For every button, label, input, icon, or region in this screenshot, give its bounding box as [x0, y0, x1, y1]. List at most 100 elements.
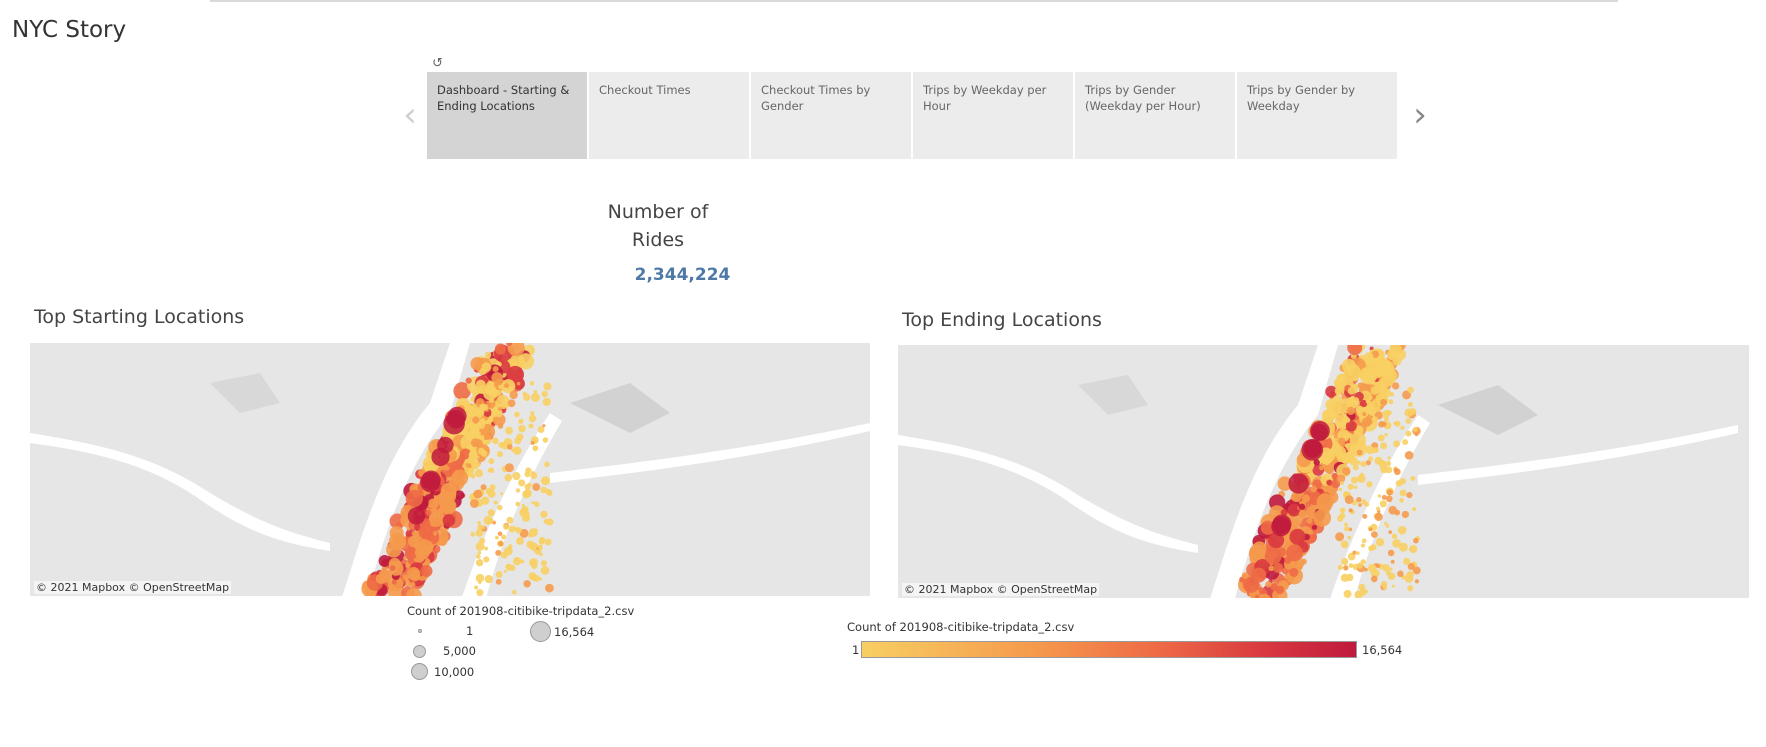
- station-dot: [1385, 524, 1390, 528]
- station-dot: [1326, 479, 1333, 486]
- station-dot: [1272, 514, 1292, 534]
- station-dot: [516, 433, 524, 441]
- station-dot: [487, 518, 494, 524]
- station-dot: [511, 589, 517, 595]
- station-dot: [503, 569, 507, 573]
- station-dot: [1277, 476, 1292, 491]
- station-dot: [375, 573, 387, 584]
- station-dot: [1375, 537, 1385, 547]
- station-dot: [1359, 382, 1371, 394]
- station-dot: [1341, 417, 1346, 422]
- station-dot: [537, 426, 545, 433]
- station-dot: [465, 377, 472, 384]
- station-dot: [504, 463, 514, 473]
- station-dot: [1346, 406, 1355, 416]
- station-dot: [1375, 563, 1381, 569]
- station-dot: [1381, 494, 1387, 500]
- station-dot: [1404, 450, 1414, 460]
- station-dot: [1377, 494, 1381, 498]
- station-dot: [1392, 538, 1401, 548]
- station-dot: [1356, 460, 1361, 465]
- end-map-canvas: [898, 345, 1749, 598]
- station-dot: [389, 565, 396, 571]
- chevron-left-icon[interactable]: ‹: [403, 95, 417, 135]
- station-dot: [1367, 563, 1377, 573]
- size-dot: [411, 663, 428, 680]
- station-dot: [1288, 473, 1309, 494]
- tab-trips-weekday-hour[interactable]: Trips by Weekday per Hour: [913, 72, 1073, 159]
- tab-trips-gender-weekday-hour[interactable]: Trips by Gender (Weekday per Hour): [1075, 72, 1235, 159]
- station-dot: [540, 560, 548, 567]
- station-dot: [1361, 417, 1372, 427]
- station-dot: [1347, 386, 1356, 395]
- station-dot: [521, 503, 525, 507]
- station-dot: [1313, 459, 1320, 466]
- station-dot: [1340, 573, 1350, 582]
- station-dot: [500, 551, 508, 559]
- station-dot: [1390, 559, 1395, 564]
- station-dot: [523, 393, 531, 401]
- tab-dashboard[interactable]: Dashboard - Starting & Ending Locations: [427, 72, 587, 159]
- size-legend-label: 10,000: [434, 664, 475, 679]
- start-map-canvas: [30, 343, 870, 596]
- station-dot: [1393, 467, 1399, 473]
- station-dot: [1380, 581, 1388, 588]
- station-dot: [1298, 503, 1306, 510]
- size-legend-item: 5,000: [413, 644, 476, 658]
- station-dot: [1284, 556, 1292, 564]
- station-dot: [533, 390, 538, 394]
- station-dot: [1407, 585, 1414, 592]
- station-dot: [421, 470, 441, 490]
- station-dot: [1391, 584, 1395, 588]
- color-legend-title: Count of 201908-citibike-tripdata_2.csv: [847, 620, 1075, 634]
- revert-icon[interactable]: ↻: [432, 56, 443, 71]
- station-dot: [541, 476, 551, 486]
- start-locations-map[interactable]: © 2021 Mapbox © OpenStreetMap: [30, 343, 870, 596]
- top-divider: [210, 0, 1618, 2]
- end-locations-map[interactable]: © 2021 Mapbox © OpenStreetMap: [898, 345, 1749, 598]
- tab-checkout-times-gender[interactable]: Checkout Times by Gender: [751, 72, 911, 159]
- station-dot: [491, 410, 498, 418]
- station-dot: [1359, 399, 1368, 408]
- station-dot: [1335, 532, 1345, 542]
- station-dot: [1412, 507, 1417, 512]
- station-dot: [1241, 572, 1249, 579]
- station-dot: [1399, 489, 1407, 497]
- tab-trips-gender-weekday[interactable]: Trips by Gender by Weekday: [1237, 72, 1397, 159]
- station-dot: [1286, 544, 1303, 562]
- station-dot: [1342, 467, 1351, 476]
- station-dot: [1393, 440, 1401, 448]
- tab-checkout-times[interactable]: Checkout Times: [589, 72, 749, 159]
- station-dot: [1273, 562, 1284, 574]
- station-dot: [1371, 399, 1377, 404]
- station-dot: [1384, 521, 1388, 526]
- station-dot: [475, 554, 481, 559]
- station-dot: [1380, 442, 1388, 450]
- station-dot: [476, 589, 484, 596]
- station-dot: [1382, 388, 1392, 398]
- station-dot: [1287, 503, 1301, 517]
- station-dot: [1378, 421, 1385, 428]
- station-dot: [1363, 352, 1374, 363]
- station-dot: [1301, 494, 1310, 503]
- station-dot: [1400, 425, 1405, 430]
- station-dot: [1388, 530, 1393, 535]
- station-dot: [509, 564, 516, 572]
- station-dot: [1350, 476, 1359, 484]
- station-dot: [481, 404, 489, 411]
- station-dot: [1325, 385, 1338, 398]
- station-dot: [1393, 421, 1397, 425]
- station-dot: [431, 447, 450, 467]
- color-legend-max: 16,564: [1362, 643, 1403, 657]
- story-title: NYC Story: [12, 17, 127, 43]
- station-dot: [470, 430, 476, 436]
- station-dot: [519, 508, 529, 518]
- station-dot: [1389, 567, 1393, 571]
- station-dot: [1383, 416, 1389, 422]
- station-dot: [1340, 540, 1349, 549]
- station-dot: [1345, 420, 1357, 432]
- chevron-right-icon[interactable]: ›: [1413, 95, 1427, 135]
- station-dot: [378, 555, 391, 567]
- station-dot: [1311, 524, 1318, 530]
- station-dot: [1366, 481, 1373, 488]
